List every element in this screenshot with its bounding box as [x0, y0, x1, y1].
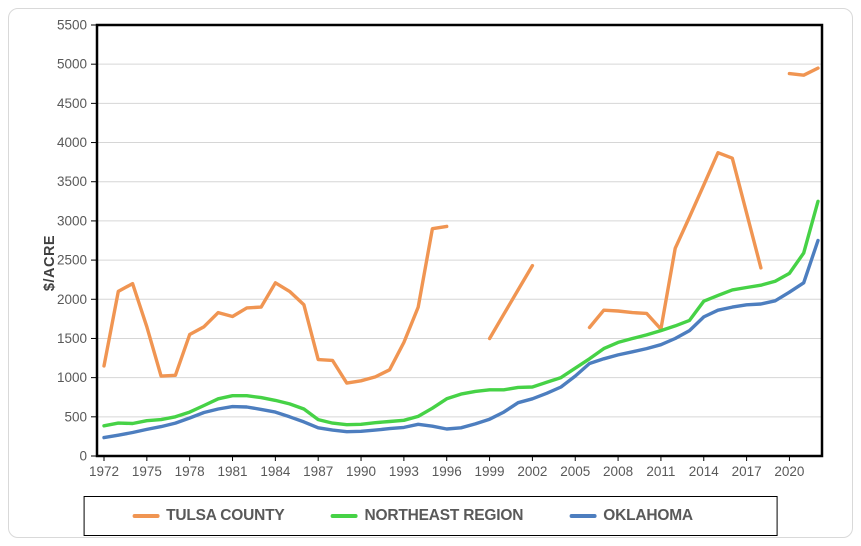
- x-tick-label: 1984: [260, 464, 291, 479]
- legend-item-oklahoma[interactable]: OKLAHOMA: [569, 507, 693, 525]
- y-tick-label: 0: [79, 449, 87, 464]
- x-tick-label: 1990: [346, 464, 376, 479]
- series-line-tulsa-county: [102, 66, 820, 385]
- legend-item-northeast-region[interactable]: NORTHEAST REGION: [330, 507, 524, 525]
- plot-frame: [95, 23, 824, 458]
- x-tick-label: 2008: [603, 464, 633, 479]
- x-tick-label: 1981: [217, 464, 247, 479]
- legend-item-tulsa-county[interactable]: TULSA COUNTY: [132, 507, 285, 525]
- y-tick-label: 1000: [57, 370, 87, 385]
- series-line-northeast-region: [102, 199, 820, 428]
- x-tick-label: 1972: [89, 464, 119, 479]
- x-tick-label: 1996: [432, 464, 462, 479]
- y-tick-label: 4500: [57, 96, 87, 111]
- legend-label: NORTHEAST REGION: [364, 507, 524, 524]
- northeast-region-line-icon: [330, 514, 358, 518]
- y-axis-title: $/ACRE: [42, 234, 59, 292]
- x-tick-label: 2014: [689, 464, 720, 479]
- y-tick-label: 2500: [57, 253, 87, 268]
- y-tick-label: 5500: [57, 18, 87, 33]
- x-tick-label: 2005: [560, 464, 590, 479]
- oklahoma-line-icon: [569, 514, 597, 518]
- y-tick-label: 3500: [57, 174, 87, 189]
- x-tick-label: 1978: [175, 464, 205, 479]
- x-tick-label: 1993: [389, 464, 419, 479]
- x-tick-label: 2011: [646, 464, 675, 479]
- series-line-oklahoma: [102, 238, 820, 440]
- x-tick-label: 2020: [774, 464, 804, 479]
- legend-label: TULSA COUNTY: [166, 507, 285, 524]
- legend-label: OKLAHOMA: [603, 507, 693, 524]
- tulsa-county-line-icon: [132, 514, 160, 518]
- x-tick-label: 1987: [303, 464, 333, 479]
- x-tick-label: 1999: [475, 464, 505, 479]
- x-tick-label: 2002: [517, 464, 547, 479]
- y-tick-label: 5000: [57, 57, 87, 72]
- chart-plot: 0 500 1000 1500 2000 2500 3000 3500 4000 4500 5000…: [57, 18, 824, 479]
- y-tick-label: 2000: [57, 292, 87, 307]
- y-tick-label: 4000: [57, 135, 87, 150]
- legend-box: TULSA COUNTY NORTHEAST REGION OKLAHOMA: [83, 496, 778, 536]
- x-tick-label: 2017: [732, 464, 762, 479]
- y-tick-label: 1500: [57, 331, 87, 346]
- x-tick-label: 1975: [132, 464, 162, 479]
- y-tick-label: 500: [64, 409, 87, 424]
- y-tick-label: 3000: [57, 213, 87, 228]
